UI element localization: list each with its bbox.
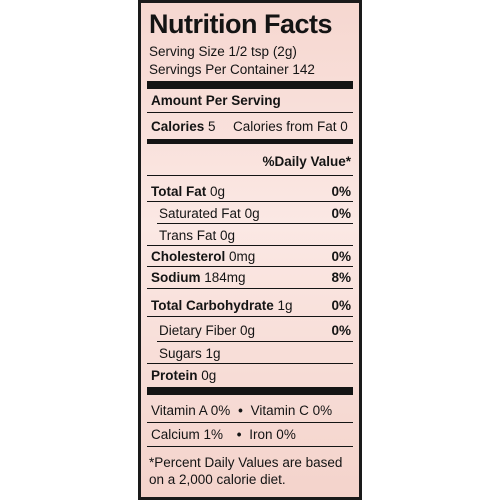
nutrient-dv: 0% <box>331 206 351 221</box>
vitamin-a: Vitamin A 0% <box>151 403 231 418</box>
calories-value: 5 <box>208 119 216 134</box>
divider <box>147 363 353 364</box>
thick-divider <box>147 81 353 89</box>
mineral-row: Calcium 1% • Iron 0% <box>151 428 296 442</box>
nutrient-amount: 0g <box>220 228 236 243</box>
divider <box>157 223 353 224</box>
nutrient-dv: 0% <box>331 184 351 199</box>
nutrient-row-total-fat: Total Fat 0g <box>151 185 225 199</box>
bullet-separator: • <box>238 403 243 418</box>
nutrient-label: Sugars <box>159 346 202 361</box>
nutrient-dv: 0% <box>331 323 351 338</box>
nutrient-amount: 0g <box>240 323 256 338</box>
nutrient-label: Total Fat <box>151 184 207 199</box>
vitamin-c: Vitamin C 0% <box>250 403 333 418</box>
divider <box>147 175 353 176</box>
calories-label: Calories <box>151 119 205 134</box>
footnote-line-2: on a 2,000 calorie diet. <box>149 472 286 487</box>
footnote-line-1: *Percent Daily Values are based <box>149 455 343 470</box>
divider <box>147 266 353 267</box>
amount-per-serving: Amount Per Serving <box>151 93 281 108</box>
nutrient-row-protein: Protein 0g <box>151 369 216 383</box>
nutrient-label: Protein <box>151 368 198 383</box>
nutrient-row-dietary-fiber: Dietary Fiber 0g <box>159 324 255 338</box>
nutrient-amount: 0g <box>210 184 226 199</box>
nutrient-label: Cholesterol <box>151 249 226 264</box>
label-title: Nutrition Facts <box>149 9 333 39</box>
divider <box>147 422 353 423</box>
divider <box>147 288 353 289</box>
nutrient-amount: 0g <box>201 368 217 383</box>
divider <box>147 245 353 246</box>
nutrient-label: Sodium <box>151 270 201 285</box>
nutrient-row-sodium: Sodium 184mg <box>151 271 246 285</box>
nutrient-amount: 184mg <box>204 270 246 285</box>
bullet-separator: • <box>236 427 242 442</box>
nutrient-label: Trans Fat <box>159 228 217 243</box>
nutrient-label: Total Carbohydrate <box>151 298 274 313</box>
nutrient-row-sugars: Sugars 1g <box>159 347 221 361</box>
nutrient-row-cholesterol: Cholesterol 0mg <box>151 250 255 264</box>
nutrient-dv: 0% <box>331 298 351 313</box>
iron: Iron 0% <box>249 427 296 442</box>
nutrient-row-saturated-fat: Saturated Fat 0g <box>159 207 260 221</box>
nutrient-amount: 1g <box>205 346 221 361</box>
divider <box>147 316 353 317</box>
nutrient-amount: 1g <box>277 298 293 313</box>
nutrient-amount: 0mg <box>229 249 256 264</box>
divider <box>147 201 353 202</box>
divider <box>147 112 353 113</box>
nutrient-label: Saturated Fat <box>159 206 241 221</box>
daily-value-header: %Daily Value* <box>262 154 351 169</box>
serving-size: Serving Size 1/2 tsp (2g) <box>149 44 297 59</box>
nutrient-row-trans-fat: Trans Fat 0g <box>159 229 235 243</box>
divider <box>147 446 353 447</box>
thick-divider <box>147 387 353 395</box>
divider <box>157 341 353 342</box>
medium-divider <box>147 139 353 144</box>
servings-per-container: Servings Per Container 142 <box>149 62 315 77</box>
nutrient-row-total-carbohydrate: Total Carbohydrate 1g <box>151 299 293 313</box>
nutrient-dv: 0% <box>331 249 351 264</box>
calories-row: Calories 5 <box>151 120 216 134</box>
nutrient-label: Dietary Fiber <box>159 323 237 338</box>
nutrient-dv: 8% <box>331 270 351 285</box>
nutrition-facts-label: Nutrition Facts Serving Size 1/2 tsp (2g… <box>138 0 362 500</box>
calories-from-fat: Calories from Fat 0 <box>233 119 348 134</box>
nutrient-amount: 0g <box>244 206 260 221</box>
calcium: Calcium 1% <box>151 427 224 442</box>
vitamin-row: Vitamin A 0% • Vitamin C 0% <box>151 404 332 418</box>
